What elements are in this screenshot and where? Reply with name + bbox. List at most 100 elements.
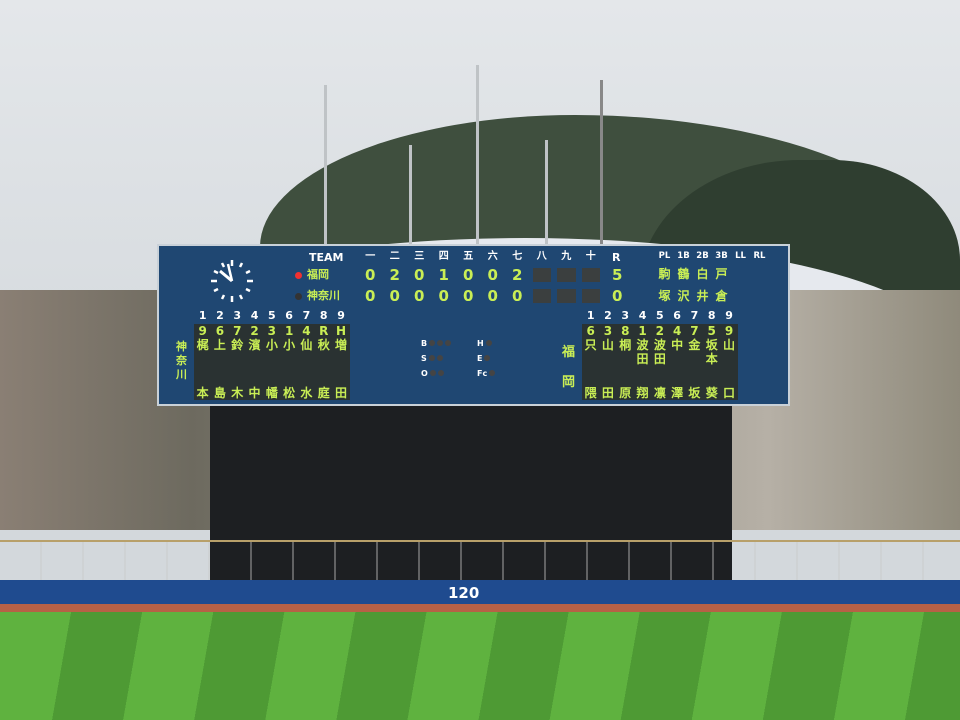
player-name-bottom: 中 xyxy=(248,386,261,400)
umpire-name: 鶴 xyxy=(677,267,690,281)
inning-score xyxy=(557,289,576,303)
player-name-bottom: 水 xyxy=(300,386,313,400)
umpire-name: 倉 xyxy=(715,289,728,303)
umpire-position: RL xyxy=(753,251,766,261)
inning-score: 0 xyxy=(487,266,498,284)
player-name-bottom: 原 xyxy=(619,386,632,400)
inning-score: 0 xyxy=(389,287,400,305)
player-position: 6 xyxy=(215,324,225,338)
team-runs: 0 xyxy=(612,287,623,305)
inning-score: 0 xyxy=(438,287,449,305)
power-tower xyxy=(600,80,603,245)
player-position: 4 xyxy=(302,324,311,338)
inning-score: 0 xyxy=(365,287,376,305)
inning-score: 0 xyxy=(414,266,425,284)
player-name-bottom: 坂 xyxy=(688,386,701,400)
batting-order-number: 9 xyxy=(725,309,733,322)
player-position: 1 xyxy=(284,324,294,338)
player-position: 4 xyxy=(672,324,682,338)
player-position: 9 xyxy=(198,324,207,338)
inning-score: 0 xyxy=(365,266,376,284)
umpire-name: 白 xyxy=(696,267,709,281)
inning-score: 0 xyxy=(512,287,523,305)
count-lamp xyxy=(436,355,443,361)
inning-header: 八 xyxy=(536,251,547,262)
right-team-name: 福岡 xyxy=(562,345,576,390)
batting-order-number: 7 xyxy=(690,309,699,322)
judge-label: Fc xyxy=(477,369,488,378)
player-name-top: 上 xyxy=(213,338,226,352)
inning-score: 0 xyxy=(487,287,498,305)
umpire-name: 戸 xyxy=(715,267,728,281)
lineup-player: 5 坂本葵 xyxy=(703,324,721,400)
player-name-bottom: 田 xyxy=(601,386,614,400)
inning-header: 九 xyxy=(561,251,572,262)
count-S: S xyxy=(421,351,451,366)
player-position: 2 xyxy=(250,324,259,338)
player-name-top: 桐 xyxy=(619,338,632,352)
batting-order-number: 3 xyxy=(233,309,242,322)
umpire-position: 2B xyxy=(696,251,709,261)
player-position: H xyxy=(336,324,347,338)
batting-order-number: 4 xyxy=(638,309,647,322)
player-position: 3 xyxy=(603,324,613,338)
batting-order-number: 5 xyxy=(656,309,664,322)
inning-score xyxy=(557,268,576,282)
player-position: 8 xyxy=(621,324,630,338)
inning-header: 六 xyxy=(487,251,498,262)
player-name-top: 波田 xyxy=(653,338,666,366)
batting-order-number: 8 xyxy=(319,309,328,322)
umpire-name: 沢 xyxy=(677,289,690,303)
team-name: 神奈川 xyxy=(307,289,340,302)
count-lamp xyxy=(429,370,436,376)
distance-marker: 120 xyxy=(448,584,480,602)
count-lamp xyxy=(428,355,435,361)
player-name-top: 波田 xyxy=(636,338,649,366)
count-label: S xyxy=(421,354,427,363)
player-name-top: 増 xyxy=(335,338,348,352)
inning-header: 十 xyxy=(585,251,596,262)
player-position: 3 xyxy=(267,324,277,338)
batting-order-number: 2 xyxy=(604,309,612,322)
batting-order-number: 6 xyxy=(673,309,681,322)
count-O: O xyxy=(421,366,451,381)
player-name-bottom: 田 xyxy=(335,386,348,400)
player-name-bottom: 凛 xyxy=(653,386,666,400)
player-position: 1 xyxy=(638,324,647,338)
judge-lamp xyxy=(489,370,496,376)
batting-order-number: 2 xyxy=(216,309,224,322)
batting-order-number: 3 xyxy=(621,309,630,322)
player-name-top: 鈴 xyxy=(231,338,244,352)
player-name-top: 山 xyxy=(723,338,736,352)
player-position: 2 xyxy=(655,324,665,338)
inning-score xyxy=(532,268,551,282)
player-position: 7 xyxy=(233,324,242,338)
player-name-bottom: 澤 xyxy=(671,386,684,400)
inning-header: 三 xyxy=(414,251,425,262)
player-name-top: 金 xyxy=(688,338,701,352)
light-pole xyxy=(324,85,327,245)
inning-score: 1 xyxy=(438,266,449,284)
batting-order-number: 9 xyxy=(337,309,345,322)
inning-header: 七 xyxy=(512,251,523,262)
player-name-top: 坂本 xyxy=(705,338,718,366)
judge-label: E xyxy=(477,354,483,363)
player-name-bottom: 本 xyxy=(196,386,209,400)
player-name-top: 梶 xyxy=(196,338,209,352)
scoreboard-base xyxy=(210,405,732,588)
count-lamp xyxy=(445,340,452,346)
player-name-bottom: 幡 xyxy=(265,386,278,400)
light-pole xyxy=(545,140,548,245)
light-pole xyxy=(409,145,412,245)
player-position: R xyxy=(319,324,329,338)
player-name-bottom: 口 xyxy=(723,386,736,400)
player-name-top: 山 xyxy=(601,338,614,352)
player-name-top: 小 xyxy=(265,338,278,352)
